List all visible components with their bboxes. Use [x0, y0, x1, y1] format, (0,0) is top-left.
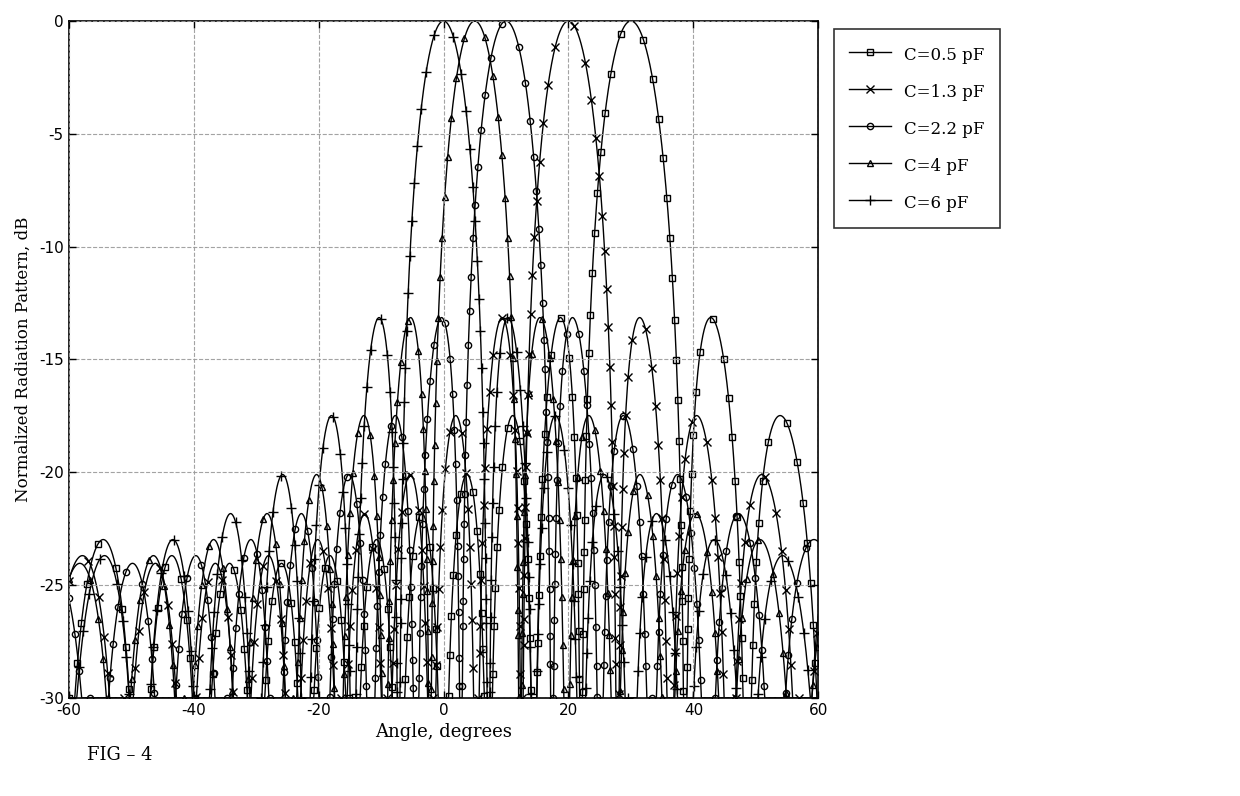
- C=0.5 pF: [811, 693, 826, 703]
- C=4 pF: [811, 628, 826, 638]
- C=6 pF: [436, 16, 451, 25]
- C=2.2 pF: [191, 554, 206, 564]
- C=2.2 pF: [796, 548, 811, 557]
- C=2.2 pF: [348, 496, 363, 505]
- Text: FIG – 4: FIG – 4: [87, 746, 153, 764]
- C=0.5 pF: [191, 693, 206, 703]
- C=2.2 pF: [74, 693, 89, 703]
- C=2.2 pF: [811, 537, 826, 547]
- C=0.5 pF: [715, 351, 730, 361]
- C=2.2 pF: [715, 570, 730, 579]
- C=0.5 pF: [146, 639, 161, 649]
- C=4 pF: [148, 551, 162, 560]
- C=6 pF: [146, 633, 161, 642]
- C=0.5 pF: [61, 693, 76, 703]
- C=4 pF: [382, 620, 397, 630]
- C=1.3 pF: [715, 669, 730, 679]
- Y-axis label: Normalized Radiation Pattern, dB: Normalized Radiation Pattern, dB: [15, 217, 32, 502]
- C=4 pF: [61, 575, 76, 584]
- Legend: C=0.5 pF, C=1.3 pF, C=2.2 pF, C=4 pF, C=6 pF: C=0.5 pF, C=1.3 pF, C=2.2 pF, C=4 pF, C=…: [835, 29, 999, 228]
- C=4 pF: [715, 693, 730, 703]
- Line: C=2.2 pF: C=2.2 pF: [66, 18, 821, 701]
- C=1.3 pF: [191, 654, 206, 663]
- C=2.2 pF: [382, 431, 397, 440]
- C=4 pF: [467, 16, 482, 25]
- C=0.5 pF: [348, 693, 363, 703]
- C=0.5 pF: [796, 505, 811, 514]
- C=1.3 pF: [560, 16, 575, 25]
- Line: C=4 pF: C=4 pF: [66, 18, 822, 701]
- C=6 pF: [811, 693, 826, 703]
- C=1.3 pF: [348, 541, 363, 551]
- Line: C=0.5 pF: C=0.5 pF: [66, 18, 821, 701]
- C=1.3 pF: [61, 576, 76, 586]
- C=6 pF: [348, 673, 363, 682]
- C=4 pF: [796, 693, 811, 703]
- C=1.3 pF: [148, 559, 162, 568]
- C=0.5 pF: [624, 16, 639, 25]
- C=2.2 pF: [148, 689, 162, 698]
- C=1.3 pF: [811, 610, 826, 619]
- C=6 pF: [191, 693, 206, 703]
- C=6 pF: [381, 365, 396, 375]
- Line: C=6 pF: C=6 pF: [63, 16, 823, 703]
- C=6 pF: [796, 628, 811, 638]
- C=0.5 pF: [381, 616, 396, 626]
- C=2.2 pF: [498, 16, 513, 25]
- C=1.3 pF: [796, 693, 811, 703]
- X-axis label: Angle, degrees: Angle, degrees: [374, 724, 512, 741]
- C=4 pF: [99, 693, 114, 703]
- C=6 pF: [715, 555, 730, 564]
- C=4 pF: [191, 607, 206, 616]
- C=2.2 pF: [61, 593, 76, 603]
- C=6 pF: [61, 693, 76, 703]
- C=4 pF: [348, 436, 363, 446]
- C=1.3 pF: [102, 693, 117, 703]
- Line: C=1.3 pF: C=1.3 pF: [64, 17, 822, 702]
- C=1.3 pF: [382, 693, 397, 703]
